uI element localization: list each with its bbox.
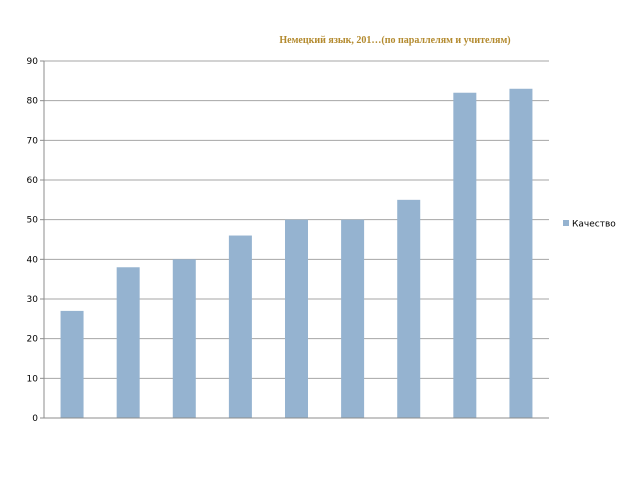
bars xyxy=(60,88,533,419)
bar xyxy=(453,92,477,418)
legend: Качество xyxy=(563,220,616,230)
y-tick-label: 60 xyxy=(27,176,39,186)
bar xyxy=(509,88,533,419)
bar xyxy=(397,199,421,418)
legend-swatch xyxy=(563,220,569,226)
y-tick-label: 50 xyxy=(27,216,39,226)
y-tick-label: 40 xyxy=(27,255,39,265)
y-tick-label: 70 xyxy=(27,136,39,146)
y-tick-label: 10 xyxy=(27,374,39,384)
bar xyxy=(285,219,308,418)
chart-title: Немецкий язык, 201…(по параллелям и учит… xyxy=(279,35,510,46)
legend-label: Качество xyxy=(572,220,616,230)
y-tick-label: 0 xyxy=(32,414,38,424)
y-tick-label: 90 xyxy=(27,57,39,67)
bar xyxy=(60,310,84,418)
axes xyxy=(43,61,549,419)
y-axis-tick-labels: 0 10 20 30 40 50 60 70 80 90 xyxy=(27,57,39,424)
y-tick-label: 30 xyxy=(27,295,39,305)
bar xyxy=(172,259,196,418)
bar xyxy=(228,235,252,418)
bar xyxy=(341,219,365,418)
y-tick-label: 80 xyxy=(27,97,39,107)
y-tick-label: 20 xyxy=(27,335,39,345)
bar xyxy=(116,267,140,418)
